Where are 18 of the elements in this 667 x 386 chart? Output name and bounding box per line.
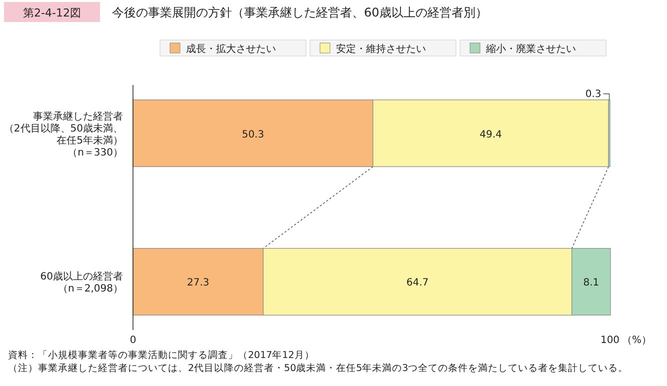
legend-label: 安定・維持させたい	[336, 43, 426, 55]
y-tick-label: 60歳以上の経営者（n＝2,098）	[40, 270, 123, 295]
data-label: 8.1	[583, 278, 600, 289]
data-label: 50.3	[242, 129, 264, 140]
chart-subtitle: 今後の事業展開の方針（事業承継した経営者、60歳以上の経営者別）	[112, 6, 488, 20]
y-tick-label: 事業承継した経営者（2代目以降、50歳未満、在任5年未満）（n＝330）	[4, 110, 123, 158]
legend-label: 成長・拡大させたい	[186, 43, 276, 55]
data-label: 49.4	[480, 129, 502, 140]
x-axis-title: （%）	[622, 335, 652, 346]
x-tick-label: 100	[600, 335, 620, 346]
text: （注）事業承継した経営者については、2代目以降の経営者・50歳未満・在任5年未満の3つ全ての条件を満たしている者を集計している。	[8, 362, 628, 374]
text: 資料：「小規模事業者等の事業活動に関する調査」（2017年12月）	[8, 349, 314, 361]
legend-label: 縮小・廃業させたい	[485, 43, 576, 55]
x-tick-label: 0	[130, 335, 136, 346]
data-label: 27.3	[186, 278, 210, 289]
chart-title: 第2-4-12図	[23, 6, 81, 20]
data-label: 0.3	[585, 88, 602, 100]
data-label: 64.7	[406, 278, 429, 289]
